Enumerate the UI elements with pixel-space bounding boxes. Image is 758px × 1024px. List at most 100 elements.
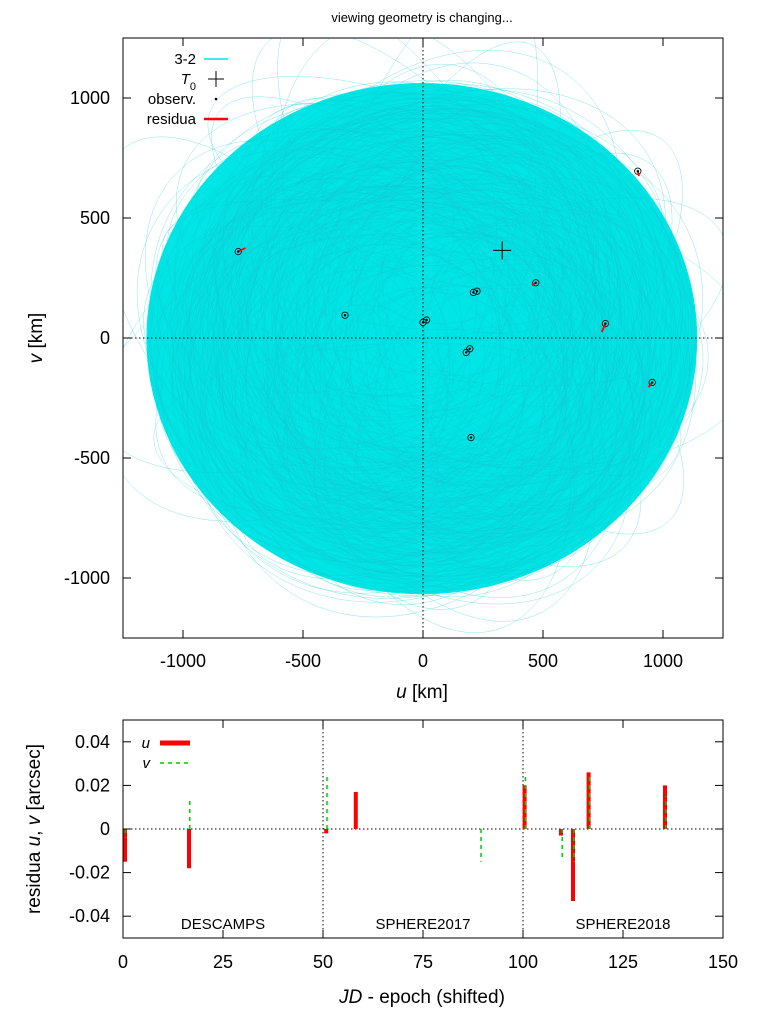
orbit-loop	[309, 147, 597, 540]
legend-label-residua: residua	[147, 111, 197, 128]
orbit-loop	[215, 81, 587, 478]
observation-point	[469, 436, 473, 439]
y-axis-label: residua u, v [arcsec]	[24, 744, 45, 914]
orbit-loop	[278, 172, 593, 514]
orbit-loop	[425, 150, 623, 571]
orbit-loop	[245, 222, 634, 560]
orbit-loop	[213, 139, 634, 538]
observation-ring	[532, 279, 540, 287]
observation-ring	[466, 345, 474, 353]
x-tick-label: 150	[708, 952, 738, 972]
residual-bars	[123, 772, 667, 901]
orbit-loop	[238, 174, 533, 498]
orbit-loop	[271, 185, 575, 463]
orbit-loop	[188, 112, 611, 545]
t0-marker	[493, 241, 512, 260]
orbit-loop	[254, 186, 582, 538]
x-tick-label: 50	[313, 952, 333, 972]
orbit-loop	[250, 161, 561, 448]
orbit-loop	[195, 93, 663, 330]
orbit-loop	[149, 112, 695, 555]
observation-ring	[601, 319, 610, 328]
y-tick-label: 0.04	[75, 732, 110, 752]
orbit-loop	[345, 188, 618, 487]
orbit-loop	[437, 209, 696, 469]
observation-ring	[469, 288, 477, 296]
orbit-loop	[170, 101, 597, 576]
orbit-loop	[189, 108, 649, 557]
residual-line	[600, 323, 607, 333]
orbit-loop	[281, 218, 709, 485]
legend: u v	[142, 735, 190, 772]
x-tick-label: -1000	[160, 651, 206, 671]
legend-swatch-observ	[214, 97, 218, 101]
orbit-loop	[161, 198, 662, 440]
x-tick-label: -500	[285, 651, 321, 671]
y-tick-label: 0	[100, 819, 110, 839]
orbit-loop	[230, 91, 608, 583]
observation-point	[475, 290, 479, 293]
orbit-loop	[175, 198, 602, 490]
y-tick-label: -0.04	[69, 906, 110, 926]
orbit-loop	[214, 134, 643, 618]
observation-point	[237, 250, 240, 253]
orbit-loop	[170, 134, 673, 546]
observation-point	[636, 170, 639, 173]
orbit-loop	[186, 118, 540, 552]
orbit-loop	[263, 141, 595, 540]
orbit-loop	[305, 206, 652, 547]
orbit-loop	[265, 270, 578, 569]
orbit-envelope	[123, 38, 723, 633]
orbit-loop	[244, 96, 621, 555]
orbit-loop	[296, 136, 684, 488]
orbit-loop	[217, 105, 596, 570]
orbit-loop	[276, 285, 513, 485]
orbit-loop	[160, 115, 665, 563]
orbit-loop	[245, 244, 524, 527]
orbit-loop	[150, 129, 691, 577]
orbit-loop	[356, 152, 673, 524]
orbit-loop	[260, 98, 575, 573]
orbit-loop	[212, 98, 648, 577]
observation-ring	[234, 248, 242, 256]
orbit-loop	[180, 179, 674, 529]
observation-point	[343, 314, 347, 317]
legend-label-u: u	[142, 735, 151, 752]
y-tick-label: 1000	[70, 88, 110, 108]
orbit-loop	[244, 237, 635, 477]
orbit-loop	[339, 142, 594, 334]
observation-ring	[341, 311, 349, 319]
y-tick-label: -1000	[64, 568, 110, 588]
zero-lines	[123, 38, 723, 638]
orbit-loop	[323, 394, 514, 610]
orbit-loop	[423, 220, 687, 476]
orbit-loop	[294, 204, 556, 532]
orbit-loop	[283, 143, 703, 535]
y-axis-label: v [km]	[26, 313, 47, 364]
observation-point	[465, 351, 468, 354]
orbit-loop	[186, 94, 651, 567]
group-label: SPHERE2018	[575, 916, 670, 933]
orbit-loop	[363, 182, 644, 458]
observation-ring	[419, 318, 427, 326]
x-tick-label: 125	[608, 952, 638, 972]
orbit-loop	[155, 201, 449, 472]
orbit-chart: viewing geometry is changing... -1000 -50…	[26, 10, 724, 703]
orbit-loop	[153, 342, 682, 534]
legend-label-t0: T0	[181, 71, 196, 93]
orbit-loop	[385, 139, 643, 575]
orbit-loop	[213, 118, 692, 571]
orbit-loop	[313, 369, 523, 566]
orbit-loop	[223, 167, 595, 545]
orbit-loop	[423, 211, 610, 397]
orbit-loop	[328, 110, 497, 415]
orbit-loop	[387, 284, 574, 580]
orbit-loop	[211, 96, 643, 465]
legend-label-v: v	[143, 755, 152, 772]
orbit-loop	[245, 166, 578, 451]
x-tick-labels: 0 25 50 75 100 125 150	[118, 720, 738, 972]
orbit-loop	[231, 234, 567, 502]
y-tick-label: -0.02	[69, 863, 110, 883]
orbit-loop	[123, 136, 438, 542]
